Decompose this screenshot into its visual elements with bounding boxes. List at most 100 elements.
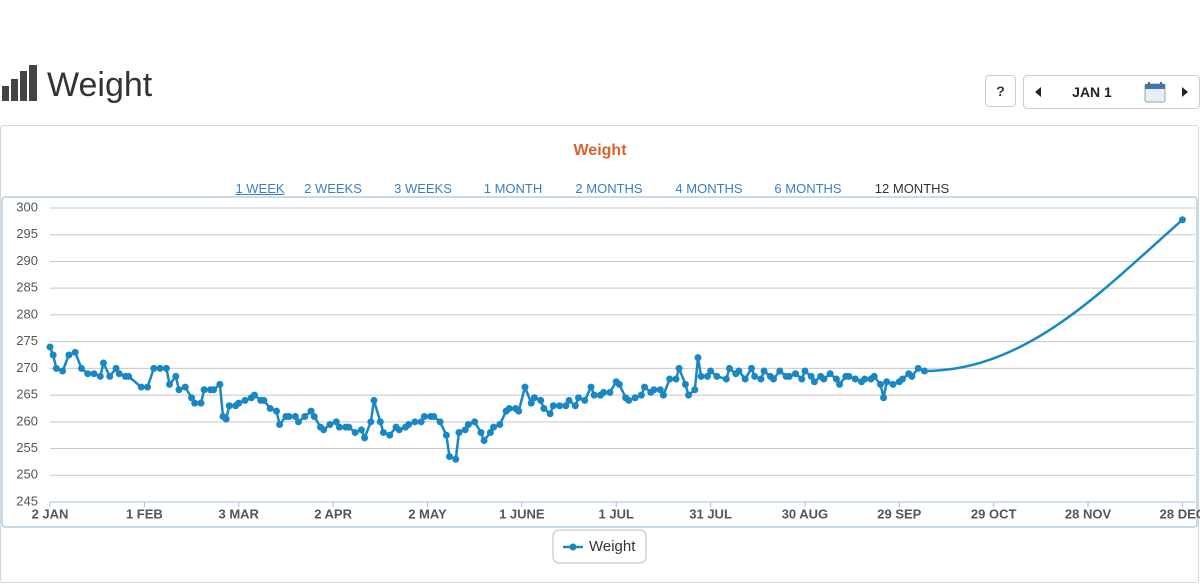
point (851, 375, 859, 383)
point (442, 431, 450, 439)
point (490, 423, 498, 431)
point (735, 367, 743, 375)
point (84, 370, 92, 378)
point (295, 418, 303, 426)
point (496, 420, 504, 428)
chart-title: Weight (573, 142, 627, 159)
point (477, 429, 485, 437)
point (836, 380, 844, 388)
point (685, 391, 693, 399)
point (707, 367, 715, 375)
y-tick-label: 255 (16, 440, 38, 455)
point (49, 351, 57, 359)
y-tick-label: 245 (16, 493, 38, 508)
point (769, 375, 777, 383)
y-tick-label: 275 (16, 333, 38, 348)
range-button[interactable]: 1 WEEK (235, 181, 285, 196)
x-tick-label: 1 JUL (599, 506, 634, 521)
point (225, 402, 233, 410)
date-label[interactable]: JAN 1 (1072, 84, 1112, 100)
point (565, 396, 573, 404)
point (776, 367, 784, 375)
point (379, 429, 387, 437)
point (741, 375, 749, 383)
y-tick-label: 300 (16, 199, 38, 214)
point (527, 399, 535, 407)
point (631, 394, 639, 402)
point (172, 372, 180, 380)
point (112, 364, 120, 372)
point (486, 429, 494, 437)
point (197, 399, 205, 407)
point (235, 399, 243, 407)
point (600, 388, 608, 396)
legend (552, 529, 647, 564)
point (326, 420, 334, 428)
point (52, 364, 60, 372)
range-button[interactable]: 6 MONTHS (774, 181, 842, 196)
point (59, 367, 67, 375)
point (272, 407, 280, 415)
point (351, 429, 359, 437)
y-tick-label: 260 (16, 413, 38, 428)
point (376, 418, 384, 426)
point (71, 348, 79, 356)
point (556, 402, 564, 410)
point (820, 375, 828, 383)
point (515, 407, 523, 415)
y-tick-label: 295 (16, 226, 38, 241)
point (90, 370, 98, 378)
point (625, 396, 633, 404)
point (188, 394, 196, 402)
point (845, 372, 853, 380)
prev-button[interactable] (1032, 85, 1044, 99)
point (370, 396, 378, 404)
point (581, 396, 589, 404)
point (908, 372, 916, 380)
point (106, 372, 114, 380)
x-tick-label: 29 OCT (971, 506, 1017, 521)
y-tick-label: 280 (16, 306, 38, 321)
line (48, 218, 1184, 462)
range-button[interactable]: 3 WEEKS (394, 181, 452, 196)
point (810, 378, 818, 386)
point (455, 429, 463, 437)
point (920, 367, 928, 375)
point (144, 383, 152, 391)
help-button[interactable]: ? (985, 75, 1016, 107)
next-button[interactable] (1179, 85, 1191, 99)
point (137, 383, 145, 391)
point (590, 391, 598, 399)
point (411, 418, 419, 426)
calendar-icon[interactable] (1143, 80, 1167, 104)
point (386, 431, 394, 439)
range-button[interactable]: 4 MONTHS (675, 181, 743, 196)
point (637, 391, 645, 399)
point (430, 412, 438, 420)
range-button[interactable]: 2 WEEKS (304, 181, 362, 196)
point (335, 423, 343, 431)
point (562, 402, 570, 410)
point (241, 396, 249, 404)
range-button[interactable]: 12 MONTHS (874, 181, 950, 196)
point (675, 364, 683, 372)
point (530, 394, 538, 402)
x-tick-label: 3 MAR (219, 506, 260, 521)
point (210, 386, 218, 394)
point (77, 364, 85, 372)
range-button[interactable]: 1 MONTH (483, 181, 543, 196)
point (641, 383, 649, 391)
y-tick-label: 290 (16, 253, 38, 268)
point (125, 372, 133, 380)
range-button[interactable]: 2 MONTHS (575, 181, 643, 196)
point (807, 372, 815, 380)
point (156, 364, 164, 372)
point (832, 375, 840, 383)
point (760, 367, 768, 375)
point (291, 412, 299, 420)
point (250, 391, 258, 399)
point (861, 375, 869, 383)
point (615, 380, 623, 388)
point (798, 375, 806, 383)
